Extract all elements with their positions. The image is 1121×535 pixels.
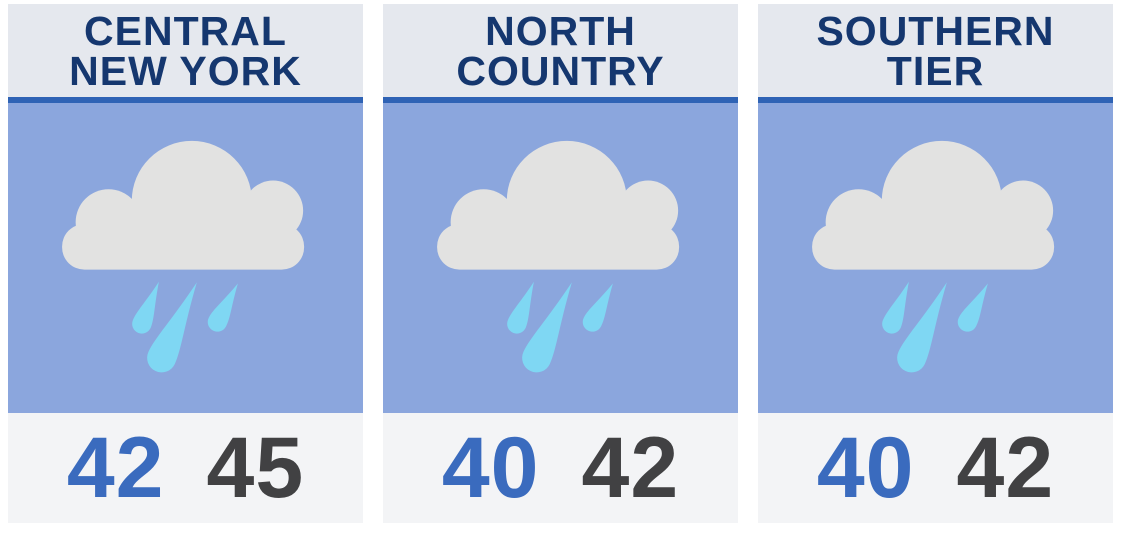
header-divider xyxy=(758,97,1113,103)
temperature-row: 42 45 xyxy=(8,413,363,523)
region-title-line2: NEW YORK xyxy=(69,47,302,94)
weather-icon-area xyxy=(758,103,1113,413)
temperature-secondary: 42 xyxy=(581,420,680,516)
temperature-secondary: 42 xyxy=(956,420,1055,516)
temperature-primary: 42 xyxy=(66,420,165,516)
forecast-panel-southern-tier: SOUTHERN TIER 40 42 xyxy=(758,4,1113,523)
rain-cloud-icon xyxy=(811,140,1054,378)
temperature-row: 40 42 xyxy=(383,413,738,523)
region-title: CENTRAL NEW YORK xyxy=(69,7,302,94)
region-header: SOUTHERN TIER xyxy=(758,4,1113,97)
region-header: NORTH COUNTRY xyxy=(383,4,738,97)
region-title: SOUTHERN TIER xyxy=(816,7,1055,94)
rain-cloud-icon xyxy=(436,140,679,378)
forecast-panel-central-new-york: CENTRAL NEW YORK 42 45 xyxy=(8,4,363,523)
region-title-line2: TIER xyxy=(886,47,985,94)
region-title-line2: COUNTRY xyxy=(456,47,665,94)
region-title-line1: SOUTHERN xyxy=(816,7,1055,54)
header-divider xyxy=(8,97,363,103)
temperature-primary: 40 xyxy=(441,420,540,516)
temperature-primary: 40 xyxy=(816,420,915,516)
region-title: NORTH COUNTRY xyxy=(456,7,665,94)
region-title-line1: CENTRAL xyxy=(84,7,287,54)
header-divider xyxy=(383,97,738,103)
region-header: CENTRAL NEW YORK xyxy=(8,4,363,97)
rain-cloud-icon xyxy=(61,140,304,378)
weather-icon-area xyxy=(383,103,738,413)
weather-icon-area xyxy=(8,103,363,413)
temperature-secondary: 45 xyxy=(206,420,305,516)
temperature-row: 40 42 xyxy=(758,413,1113,523)
region-title-line1: NORTH xyxy=(485,7,636,54)
forecast-panel-north-country: NORTH COUNTRY 40 42 xyxy=(383,4,738,523)
